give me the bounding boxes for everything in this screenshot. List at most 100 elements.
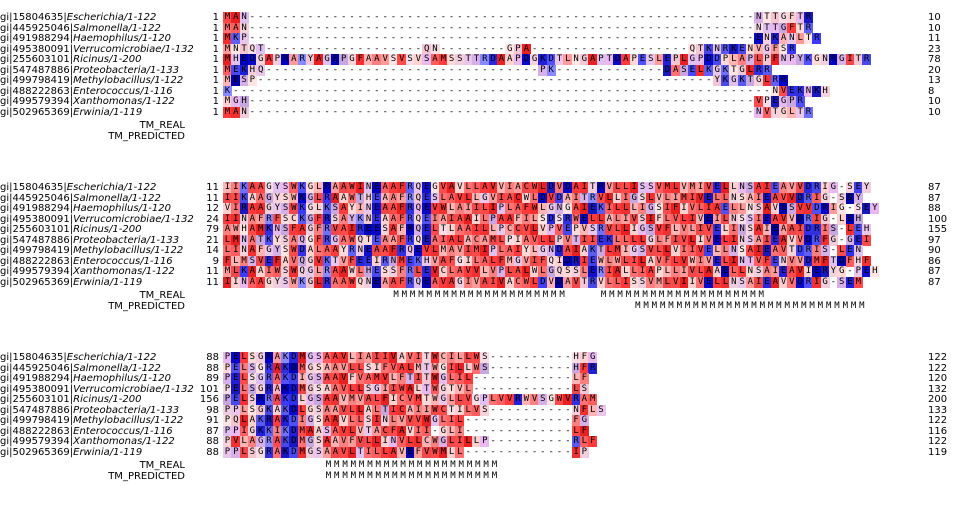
sequence-name[interactable]: gi|255603101|Ricinus/1-200 xyxy=(0,224,215,235)
end-position: 97 xyxy=(928,234,941,246)
sequence-row[interactable]: gi|491988294|Haemophilus/1-120 12 V I R A A G Y S… xyxy=(0,203,960,214)
sequence-name[interactable]: gi|491988294|Haemophilus/1-120 xyxy=(0,373,215,384)
sequence-name[interactable]: gi|15804635|Escherichia/1-122 xyxy=(0,352,215,363)
residue: - xyxy=(324,106,330,117)
sequence-row[interactable]: gi|502965369|Erwinia/1-119 88 P P L S G R A K D M G S… xyxy=(0,446,960,458)
tm-mark: M xyxy=(483,460,489,470)
sequence-name[interactable]: gi|488222863|Enterococcus/1-116 xyxy=(0,86,215,97)
residue: - xyxy=(440,75,446,85)
sequence-row[interactable]: gi|445925046|Salmonella/1-122 1 M A N - - - - - - -… xyxy=(0,22,960,34)
residue: K xyxy=(704,64,714,76)
residue: V xyxy=(397,436,407,447)
residue: W xyxy=(289,276,299,288)
sequence-name[interactable]: gi|255603101|Ricinus/1-200 xyxy=(0,54,215,65)
sequence-name[interactable]: gi|547487886|Proteobacteria/1-133 xyxy=(0,65,215,76)
sequence-row[interactable]: gi|15804635|Escherichia/1-122 11 I I K A A G Y S W… xyxy=(0,182,960,193)
sequence-row[interactable]: gi|499798419|Methylobacillus/1-122 1 M E S P -… xyxy=(0,75,960,86)
residue: E xyxy=(638,54,647,65)
sequence-row[interactable]: gi|499579394|Xanthomonas/1-122 1 M G H - - - - - -… xyxy=(0,96,960,107)
sequence-row[interactable]: gi|255603101|Ricinus/1-200 1 M H E D G A P R A R Y A G… xyxy=(0,54,960,65)
residue: L xyxy=(239,436,249,447)
sequence-row[interactable]: gi|255603101|Ricinus/1-200 156 P E L S R R A K D L G… xyxy=(0,394,960,405)
sequence-name[interactable]: gi|499798419|Methylobacillus/1-122 xyxy=(0,75,215,86)
sequence-row[interactable]: gi|547487886|Proteobacteria/1-133 1 M E K H Q -… xyxy=(0,64,960,76)
sequence-row[interactable]: gi|445925046|Salmonella/1-122 11 I I K A A G Y S W… xyxy=(0,192,960,204)
sequence-name[interactable]: gi|499798419|Methylobacillus/1-122 xyxy=(0,245,215,256)
sequence-row[interactable]: gi|15804635|Escherichia/1-122 88 P E L S G R A K D… xyxy=(0,352,960,363)
sequence-name[interactable]: gi|495380091|Verrucomicrobiae/1-132 xyxy=(0,384,215,395)
sequence-row[interactable]: gi|488222863|Enterococcus/1-116 1 K - - - - - - -… xyxy=(0,85,960,97)
residue: V xyxy=(654,192,664,204)
sequence-name[interactable]: gi|502965369|Erwinia/1-119 xyxy=(0,107,215,118)
sequence-name[interactable]: gi|445925046|Salmonella/1-122 xyxy=(0,193,215,204)
residue: S xyxy=(281,213,291,225)
sequence-name[interactable]: gi|15804635|Escherichia/1-122 xyxy=(0,182,215,193)
residue: - xyxy=(465,75,471,85)
residue: W xyxy=(687,255,697,267)
sequence-row[interactable]: gi|445925046|Salmonella/1-122 88 P E L S G R A K D… xyxy=(0,362,960,374)
sequence-row[interactable]: gi|15804635|Escherichia/1-122 1 M A N - - - - - - -… xyxy=(0,12,960,23)
residue: N xyxy=(239,12,249,23)
sequence-name[interactable]: gi|547487886|Proteobacteria/1-133 xyxy=(0,405,215,416)
residue: L xyxy=(671,224,681,235)
residue: A xyxy=(380,213,390,225)
sequence-row[interactable]: gi|499579394|Xanthomonas/1-122 88 P V L A G R A K… xyxy=(0,436,960,447)
residue: - xyxy=(731,12,737,22)
sequence-name[interactable]: gi|547487886|Proteobacteria/1-133 xyxy=(0,235,215,246)
sequence-name[interactable]: gi|499579394|Xanthomonas/1-122 xyxy=(0,436,215,447)
residue: A xyxy=(339,276,349,288)
sequence-name[interactable]: gi|491988294|Haemophilus/1-120 xyxy=(0,203,215,214)
sequence-row[interactable]: gi|502965369|Erwinia/1-119 1 M A N - - - - - - - - - -… xyxy=(0,106,960,118)
residue: - xyxy=(399,12,405,22)
sequence-name[interactable]: gi|255603101|Ricinus/1-200 xyxy=(0,394,215,405)
sequence-row[interactable]: gi|495380091|Verrucomicrobiae/1-132 101 P E… xyxy=(0,383,960,395)
sequence-name[interactable]: gi|502965369|Erwinia/1-119 xyxy=(0,447,215,458)
sequence-row[interactable]: gi|547487886|Proteobacteria/1-133 21 L M N A T… xyxy=(0,234,960,246)
sequence-row[interactable]: gi|495380091|Verrucomicrobiae/1-132 24 I I N… xyxy=(0,213,960,225)
sequence-name[interactable]: gi|488222863|Enterococcus/1-116 xyxy=(0,256,215,267)
residue: L xyxy=(745,64,755,76)
residue: - xyxy=(830,276,837,287)
residue: E xyxy=(762,245,772,256)
residue: R xyxy=(264,352,274,363)
tm-mark: M xyxy=(850,300,857,311)
residue: Q xyxy=(297,255,307,267)
sequence-row[interactable]: gi|502965369|Erwinia/1-119 11 I I N A A G Y S W K G L… xyxy=(0,276,960,288)
sequence-name[interactable]: gi|499579394|Xanthomonas/1-122 xyxy=(0,266,215,277)
sequence-name[interactable]: gi|15804635|Escherichia/1-122 xyxy=(0,12,215,23)
residue: - xyxy=(589,106,596,117)
sequence-row[interactable]: gi|547487886|Proteobacteria/1-133 98 P P L S G… xyxy=(0,404,960,416)
residue: - xyxy=(556,22,563,33)
sequence-name[interactable]: gi|495380091|Verrucomicrobiae/1-132 xyxy=(0,214,215,225)
residue: F xyxy=(513,213,523,225)
sequence-row[interactable]: gi|488222863|Enterococcus/1-116 9 F L M S V E F A… xyxy=(0,255,960,267)
tm-mark: M xyxy=(609,290,615,300)
residue: D xyxy=(712,54,722,65)
sequence-row[interactable]: gi|499579394|Xanthomonas/1-122 11 M L K A A I W S… xyxy=(0,266,960,277)
sequence-row[interactable]: gi|495380091|Verrucomicrobiae/1-132 1 M N T Q… xyxy=(0,43,960,55)
residue: R xyxy=(596,182,606,193)
sequence-name[interactable]: gi|445925046|Salmonella/1-122 xyxy=(0,363,215,374)
sequence-name[interactable]: gi|491988294|Haemophilus/1-120 xyxy=(0,33,215,44)
sequence-row[interactable]: gi|499798419|Methylobacillus/1-122 91 P Q L A… xyxy=(0,415,960,426)
residue: - xyxy=(282,64,289,75)
sequence-row[interactable]: gi|255603101|Ricinus/1-200 79 A W H A M K N S F A G F… xyxy=(0,224,960,235)
sequence-name[interactable]: gi|488222863|Enterococcus/1-116 xyxy=(0,426,215,437)
residue: L xyxy=(463,404,473,416)
sequence-row[interactable]: gi|499798419|Methylobacillus/1-122 14 L I N A… xyxy=(0,245,960,256)
sequence-name[interactable]: gi|502965369|Erwinia/1-119 xyxy=(0,277,215,288)
sequence-row[interactable]: gi|491988294|Haemophilus/1-120 1 M K P - - - - - -… xyxy=(0,33,960,44)
tm-mark: M xyxy=(625,290,632,300)
residue: L xyxy=(355,404,365,416)
sequence-row[interactable]: gi|488222863|Enterococcus/1-116 87 P P I G K K I… xyxy=(0,425,960,437)
sequence-name[interactable]: gi|495380091|Verrucomicrobiae/1-132 xyxy=(0,44,215,55)
sequence-name[interactable]: gi|499798419|Methylobacillus/1-122 xyxy=(0,415,215,426)
sequence-name[interactable]: gi|445925046|Salmonella/1-122 xyxy=(0,23,215,34)
residue: L xyxy=(546,234,556,246)
residue: S xyxy=(281,182,291,193)
sequence-name[interactable]: gi|499579394|Xanthomonas/1-122 xyxy=(0,96,215,107)
residue: A xyxy=(330,425,340,437)
tm-mark: M xyxy=(750,290,756,300)
residue: L xyxy=(372,436,382,447)
sequence-row[interactable]: gi|491988294|Haemophilus/1-120 89 P E L S G R A K… xyxy=(0,373,960,384)
